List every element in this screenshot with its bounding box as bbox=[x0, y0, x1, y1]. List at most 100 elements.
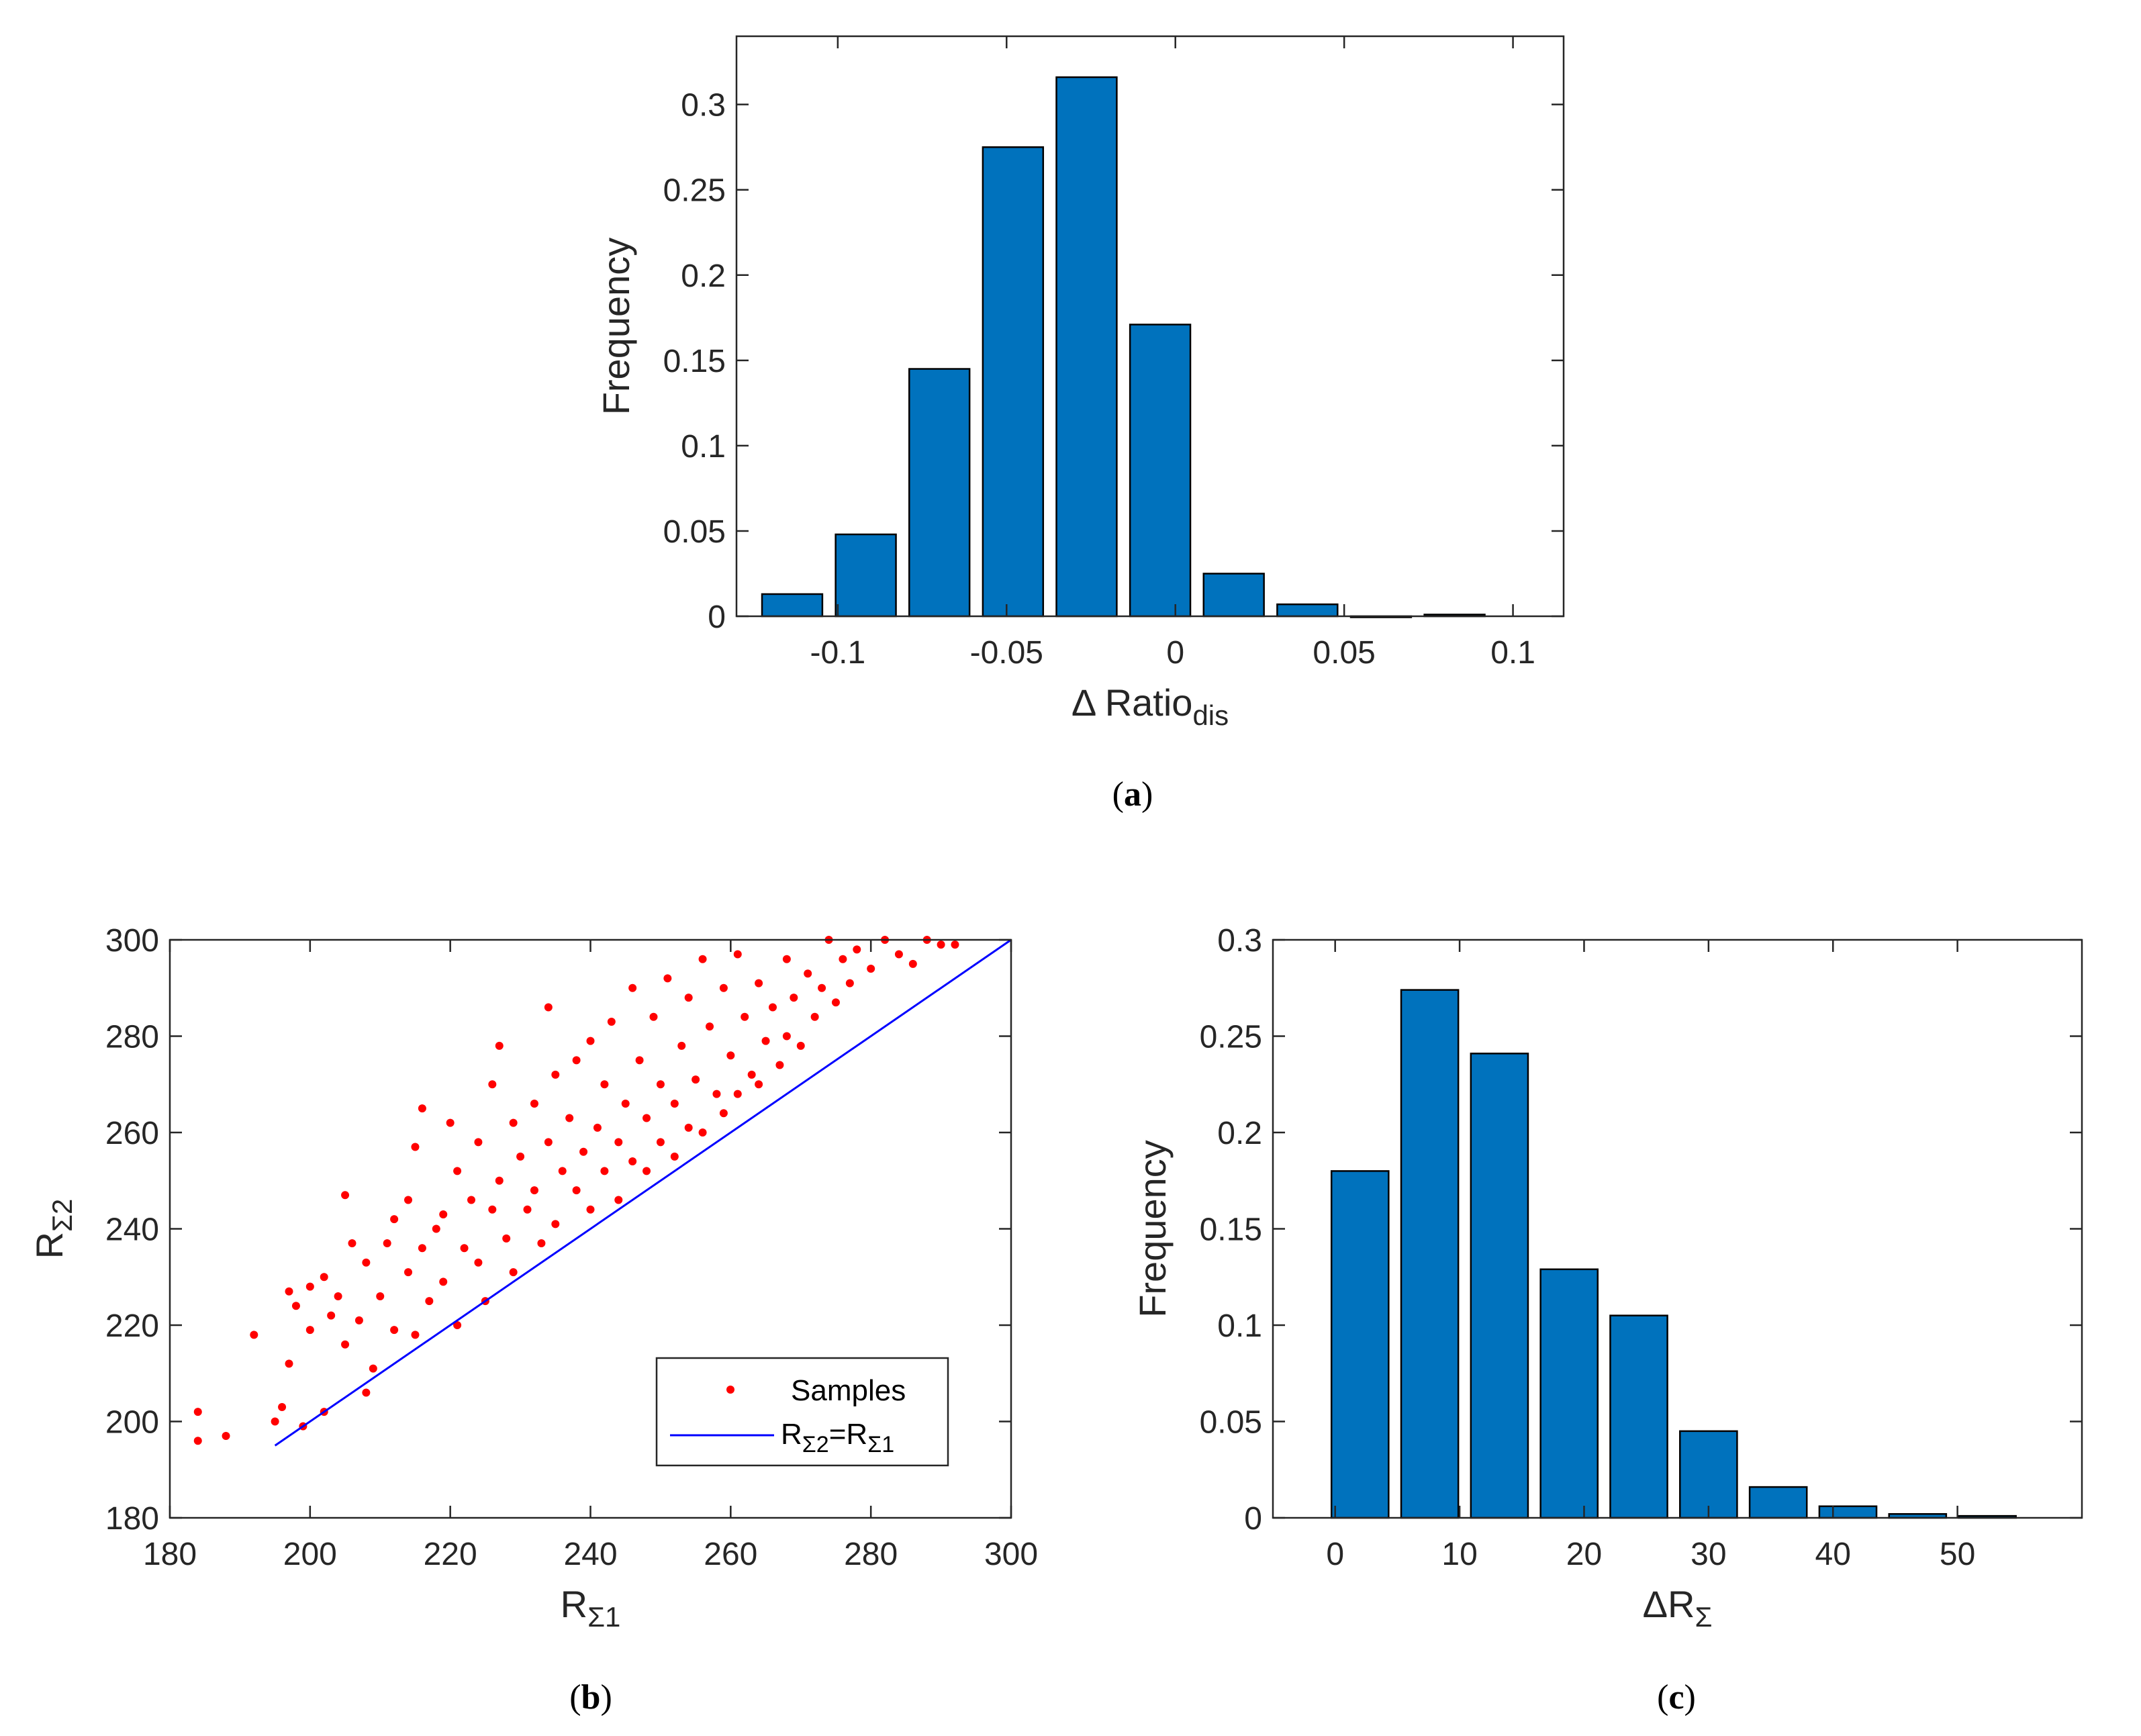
sample-point bbox=[579, 1147, 588, 1156]
sample-point bbox=[649, 1012, 658, 1021]
sample-point bbox=[677, 1041, 686, 1050]
y-tick-label: 0.3 bbox=[1217, 923, 1262, 959]
sample-point bbox=[193, 1437, 202, 1445]
sample-point bbox=[418, 1104, 426, 1113]
y-tick-label: 240 bbox=[105, 1212, 159, 1248]
x-tick-label: 200 bbox=[283, 1537, 337, 1572]
sample-point bbox=[285, 1359, 293, 1368]
x-axis-label: RΣ1 bbox=[561, 1583, 621, 1633]
sample-point bbox=[558, 1167, 567, 1175]
sample-point bbox=[761, 1036, 770, 1045]
bar-7 bbox=[1276, 603, 1339, 618]
y-tick-label: 0.15 bbox=[663, 344, 726, 379]
x-tick-label: 30 bbox=[1691, 1537, 1726, 1572]
y-tick-label: 0 bbox=[1244, 1501, 1262, 1537]
sample-point bbox=[404, 1196, 413, 1204]
sample-point bbox=[250, 1331, 258, 1339]
sample-point bbox=[327, 1311, 336, 1320]
sample-point bbox=[775, 1061, 784, 1069]
sample-point bbox=[951, 941, 959, 949]
sample-point bbox=[614, 1196, 623, 1204]
sample-point bbox=[586, 1205, 595, 1214]
sample-point bbox=[572, 1056, 581, 1065]
caption-b: (b) bbox=[569, 1678, 612, 1717]
sample-point bbox=[782, 1032, 791, 1041]
sample-point bbox=[741, 1012, 749, 1021]
sample-point bbox=[362, 1258, 371, 1267]
bar-6 bbox=[1748, 1486, 1808, 1519]
plot-area bbox=[1273, 940, 2082, 1518]
sample-point bbox=[453, 1167, 462, 1175]
caption-c: (c) bbox=[1657, 1678, 1696, 1717]
x-tick-label: 0 bbox=[1326, 1537, 1344, 1572]
y-tick-label: 200 bbox=[105, 1405, 159, 1441]
y-tick-label: 0.25 bbox=[663, 173, 726, 209]
sample-point bbox=[628, 1157, 637, 1166]
y-axis-label: RΣ2 bbox=[28, 1199, 78, 1259]
sample-point bbox=[663, 974, 672, 983]
sample-point bbox=[643, 1114, 651, 1122]
sample-point bbox=[390, 1215, 399, 1224]
sample-point bbox=[712, 1090, 721, 1098]
sample-point bbox=[607, 1017, 616, 1026]
sample-point bbox=[439, 1277, 448, 1286]
sample-point bbox=[937, 941, 945, 949]
sample-point bbox=[516, 1152, 525, 1161]
sample-point bbox=[804, 969, 812, 978]
sample-point bbox=[733, 1090, 742, 1098]
y-tick-label: 0 bbox=[708, 599, 726, 635]
y-tick-label: 0.1 bbox=[1217, 1308, 1262, 1344]
sample-point bbox=[474, 1258, 483, 1267]
x-tick-label: 260 bbox=[704, 1537, 757, 1572]
sample-point bbox=[600, 1167, 609, 1175]
sample-point bbox=[698, 1128, 707, 1137]
sample-point bbox=[719, 1109, 728, 1118]
sample-point bbox=[285, 1287, 293, 1296]
sample-point bbox=[453, 1321, 462, 1329]
y-tick-label: 0.25 bbox=[1200, 1020, 1262, 1055]
sample-point bbox=[565, 1114, 574, 1122]
x-tick-label: 180 bbox=[143, 1537, 197, 1572]
sample-point bbox=[600, 1080, 609, 1089]
sample-point bbox=[383, 1239, 391, 1248]
y-tick-label: 0.2 bbox=[681, 258, 726, 294]
sample-point bbox=[782, 955, 791, 963]
sample-point bbox=[467, 1196, 475, 1204]
x-axis-label: Δ Ratiodis bbox=[1072, 681, 1229, 731]
sample-point bbox=[908, 959, 917, 968]
sample-point bbox=[839, 955, 847, 963]
sample-point bbox=[544, 1003, 553, 1012]
x-tick-label: 300 bbox=[984, 1537, 1038, 1572]
sample-point bbox=[530, 1186, 538, 1195]
bar-1 bbox=[1400, 989, 1460, 1519]
sample-point bbox=[706, 1022, 714, 1031]
sample-point bbox=[432, 1224, 440, 1233]
sample-point bbox=[768, 1003, 777, 1012]
bar-4 bbox=[1609, 1314, 1668, 1519]
y-tick-label: 0.2 bbox=[1217, 1116, 1262, 1151]
sample-point bbox=[755, 979, 763, 987]
bar-5 bbox=[1129, 324, 1192, 618]
y-tick-label: 300 bbox=[105, 923, 159, 959]
y-tick-label: 180 bbox=[105, 1501, 159, 1537]
sample-point bbox=[726, 1051, 735, 1060]
sample-point bbox=[390, 1326, 399, 1335]
sample-point bbox=[362, 1388, 371, 1397]
sample-point bbox=[537, 1239, 546, 1248]
sample-point bbox=[628, 983, 637, 992]
panel-b: 180 200 220 240 260 280 300 180 200 220 240 260 280 3… bbox=[28, 923, 1038, 1717]
legend-box bbox=[655, 1357, 949, 1467]
sample-point bbox=[733, 950, 742, 959]
sample-point bbox=[747, 1070, 756, 1079]
sample-point bbox=[698, 955, 707, 963]
y-tick-label: 0.3 bbox=[681, 88, 726, 124]
sample-point bbox=[656, 1080, 665, 1089]
sample-point bbox=[222, 1432, 230, 1441]
x-tick-label: 220 bbox=[424, 1537, 477, 1572]
sample-point bbox=[544, 1138, 553, 1147]
bar-2 bbox=[908, 368, 971, 618]
sample-point bbox=[502, 1234, 511, 1243]
legend: Samples RΣ2=RΣ1 bbox=[655, 1357, 949, 1467]
y-tick-label: 220 bbox=[105, 1308, 159, 1344]
